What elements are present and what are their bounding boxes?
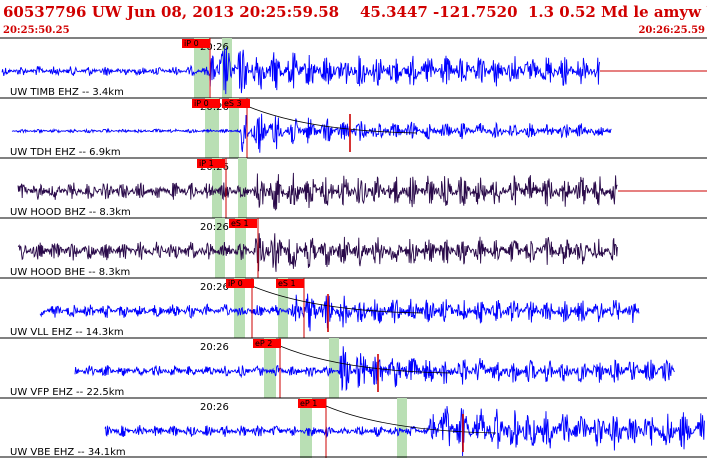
station-label: UW HOOD BHZ -- 8.3km [10, 207, 131, 218]
event-title: 60537796 UW Jun 08, 2013 20:25:59.58 45.… [3, 3, 707, 21]
pick-box [276, 279, 304, 288]
pick-label: iP 1 [199, 159, 214, 168]
coda-decay-curve [279, 345, 451, 374]
pick-window [329, 338, 339, 398]
station-label: UW HOOD BHE -- 8.3km [10, 267, 130, 278]
pick-window [300, 398, 312, 458]
station-label: UW VFP EHZ -- 22.5km [10, 387, 124, 398]
pick-window [205, 98, 219, 158]
pick-label: eP 2 [255, 339, 272, 348]
pick-window [397, 398, 407, 458]
pick-label: iP 0 [184, 39, 199, 48]
pick-label: eS 3 [224, 99, 242, 108]
waveform-trace [11, 113, 612, 153]
time-tick-label: 20:26 [200, 282, 229, 293]
coda-decay-curve [325, 405, 497, 434]
pick-window [264, 338, 276, 398]
waveform-trace [39, 293, 640, 332]
coda-decay-curve [246, 105, 418, 134]
station-label: UW TDH EHZ -- 6.9km [10, 147, 121, 158]
pick-box [222, 99, 250, 108]
pick-box [253, 339, 281, 348]
pick-window [194, 38, 209, 98]
pick-label: iP 0 [194, 99, 209, 108]
waveform-trace [74, 346, 675, 392]
waveform-trace [17, 233, 618, 272]
time-tick-label: 20:26 [200, 342, 229, 353]
pick-window [229, 98, 239, 158]
time-tick-label: 20:26 [200, 222, 229, 233]
end-time: 20:26:25.59 [638, 25, 705, 36]
pick-box [298, 399, 326, 408]
pick-box [182, 39, 210, 48]
pick-label: eP 1 [300, 399, 317, 408]
pick-box [229, 219, 257, 228]
station-label: UW VLL EHZ -- 14.3km [10, 327, 124, 338]
station-label: UW TIMB EHZ -- 3.4km [10, 87, 124, 98]
coda-decay-curve [251, 285, 423, 314]
waveform-trace [17, 172, 618, 211]
pick-box [192, 99, 220, 108]
waveform-trace [1, 47, 601, 95]
pick-label: eS 1 [231, 219, 249, 228]
pick-window [278, 278, 288, 338]
pick-box [226, 279, 254, 288]
time-tick-label: 20:26 [200, 402, 229, 413]
pick-window [238, 158, 247, 218]
pick-label: iP 0 [228, 279, 243, 288]
pick-box [197, 159, 225, 168]
time-tick-label: 20:26 [200, 42, 229, 53]
station-label: UW VBE EHZ -- 34.1km [10, 447, 126, 458]
waveform-trace [104, 406, 705, 457]
pick-window [212, 158, 222, 218]
pick-label: eS 1 [278, 279, 296, 288]
start-time: 20:25:50.25 [3, 25, 70, 36]
